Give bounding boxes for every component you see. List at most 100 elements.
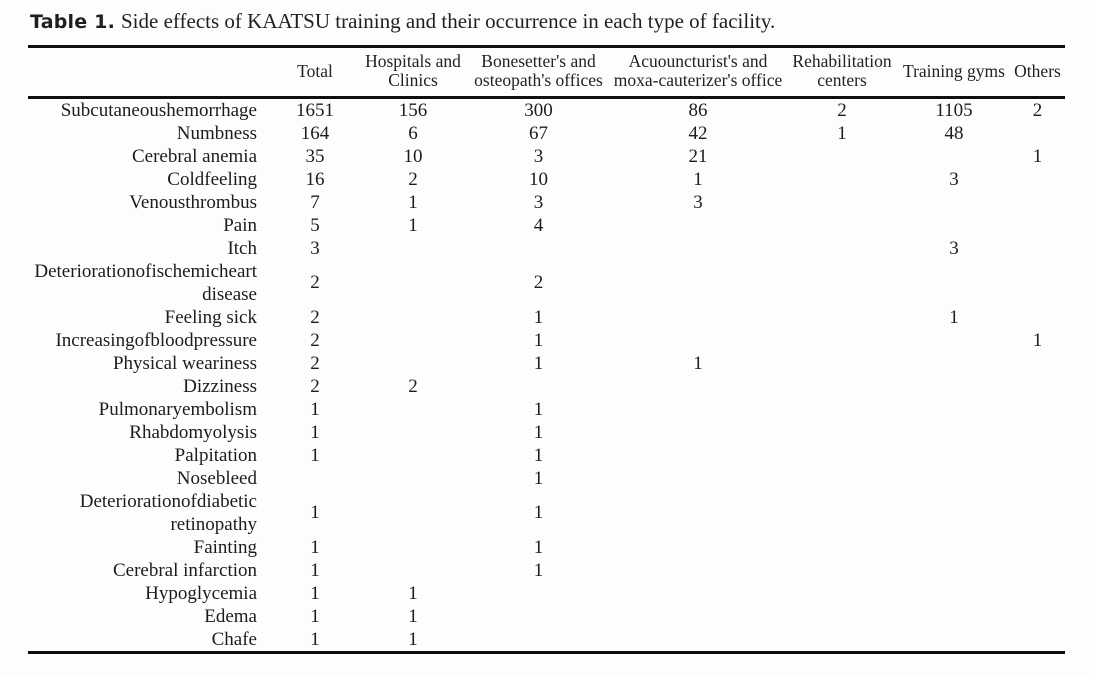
cell-value bbox=[467, 237, 610, 260]
cell-value bbox=[786, 559, 898, 582]
column-header: Total bbox=[297, 60, 333, 81]
cell-value bbox=[610, 306, 786, 329]
cell-value bbox=[1010, 398, 1065, 421]
table-row: Cerebral infarction 1 1 bbox=[28, 559, 1065, 582]
cell-value: 1 bbox=[533, 398, 544, 420]
cell-value bbox=[359, 421, 467, 444]
cell-value: 1 bbox=[533, 444, 544, 466]
side-effects-table: Total Hospitals and Clinics Bonesetter's a… bbox=[28, 44, 1065, 654]
cell-value: 164 bbox=[300, 122, 330, 144]
cell-value bbox=[467, 375, 610, 398]
cell-value bbox=[610, 398, 786, 421]
cell-value: 3 bbox=[533, 191, 544, 213]
cell-value bbox=[359, 260, 467, 306]
table-row: Deteriorationofischemicheart disease 2 2 bbox=[28, 260, 1065, 306]
cell-value bbox=[610, 375, 786, 398]
cell-value bbox=[786, 605, 898, 628]
cell-value bbox=[898, 628, 1010, 653]
table-row: Numbness 164 6 67 42 1 48 bbox=[28, 122, 1065, 145]
cell-value bbox=[610, 421, 786, 444]
cell-value: 1 bbox=[533, 329, 544, 351]
column-header: Others bbox=[1014, 60, 1061, 81]
cell-value bbox=[898, 329, 1010, 352]
cell-value: 156 bbox=[398, 99, 428, 121]
cell-value: 1 bbox=[310, 398, 320, 420]
cell-value bbox=[786, 444, 898, 467]
cell-value: 2 bbox=[837, 99, 847, 121]
table-row: Itch 3 3 bbox=[28, 237, 1065, 260]
cell-value bbox=[610, 582, 786, 605]
table-row: Chafe 1 1 bbox=[28, 628, 1065, 653]
row-label: Dizziness bbox=[183, 375, 257, 397]
cell-value: 1 bbox=[310, 502, 320, 524]
table-body: Subcutaneoushemorrhage 1651 156 300 86 2 1105 2… bbox=[28, 97, 1065, 652]
cell-value bbox=[786, 536, 898, 559]
cell-value bbox=[786, 237, 898, 260]
cell-value: 1 bbox=[1032, 145, 1043, 167]
cell-value: 1 bbox=[408, 582, 418, 604]
table-row: Coldfeeling 16 2 10 1 3 bbox=[28, 168, 1065, 191]
cell-value bbox=[359, 352, 467, 375]
cell-value: 1 bbox=[310, 421, 320, 443]
cell-value bbox=[786, 191, 898, 214]
cell-value: 3 bbox=[310, 237, 320, 259]
cell-value bbox=[610, 628, 786, 653]
cell-value bbox=[1010, 421, 1065, 444]
cell-value bbox=[1010, 605, 1065, 628]
column-header: Bonesetter's and osteopath's offices bbox=[474, 50, 603, 91]
row-label: Deteriorationofischemicheart disease bbox=[34, 260, 257, 305]
cell-value bbox=[359, 559, 467, 582]
cell-value bbox=[610, 237, 786, 260]
table-row: Physical weariness 2 1 1 bbox=[28, 352, 1065, 375]
cell-value: 2 bbox=[408, 168, 418, 190]
cell-value bbox=[898, 398, 1010, 421]
row-label: Palpitation bbox=[174, 444, 257, 466]
row-label: Cerebral infarction bbox=[112, 559, 257, 581]
cell-value: 4 bbox=[533, 214, 544, 236]
cell-value: 1 bbox=[533, 467, 544, 489]
cell-value bbox=[1010, 467, 1065, 490]
cell-value: 1 bbox=[533, 306, 544, 328]
cell-value bbox=[610, 605, 786, 628]
cell-value: 1 bbox=[693, 168, 703, 190]
row-label: Coldfeeling bbox=[167, 168, 257, 190]
cell-value: 10 bbox=[403, 145, 423, 167]
cell-value: 21 bbox=[688, 145, 708, 167]
cell-value bbox=[610, 490, 786, 536]
cell-value bbox=[898, 536, 1010, 559]
cell-value: 2 bbox=[310, 352, 320, 374]
cell-value: 1651 bbox=[296, 99, 334, 121]
table-row: Cerebral anemia 35 10 3 21 1 bbox=[28, 145, 1065, 168]
cell-value: 2 bbox=[310, 329, 320, 351]
cell-value bbox=[1010, 582, 1065, 605]
cell-value: 42 bbox=[688, 122, 708, 144]
cell-value bbox=[786, 582, 898, 605]
cell-value bbox=[610, 329, 786, 352]
cell-value bbox=[786, 260, 898, 306]
column-header: Hospitals and Clinics bbox=[365, 50, 461, 91]
table-row: Pain 5 1 4 bbox=[28, 214, 1065, 237]
cell-value bbox=[467, 582, 610, 605]
row-label: Physical weariness bbox=[112, 352, 257, 374]
cell-value: 3 bbox=[693, 191, 703, 213]
cell-value: 67 bbox=[529, 122, 548, 144]
cell-value bbox=[1010, 122, 1065, 145]
cell-value: 1 bbox=[310, 536, 320, 558]
cell-value: 1 bbox=[533, 559, 544, 581]
row-label: Nosebleed bbox=[176, 467, 257, 489]
column-header: Rehabilitation centers bbox=[792, 50, 892, 91]
row-label: Numbness bbox=[176, 122, 257, 144]
cell-value bbox=[359, 536, 467, 559]
cell-value bbox=[898, 490, 1010, 536]
table-row: Hypoglycemia 1 1 bbox=[28, 582, 1065, 605]
cell-value: 3 bbox=[533, 145, 544, 167]
table-row: Palpitation 1 1 bbox=[28, 444, 1065, 467]
cell-value bbox=[610, 536, 786, 559]
table-row: Rhabdomyolysis 1 1 bbox=[28, 421, 1065, 444]
cell-value bbox=[359, 237, 467, 260]
column-header: Training gyms bbox=[903, 60, 1005, 81]
cell-value: 2 bbox=[533, 272, 544, 294]
cell-value bbox=[898, 605, 1010, 628]
cell-value bbox=[786, 352, 898, 375]
